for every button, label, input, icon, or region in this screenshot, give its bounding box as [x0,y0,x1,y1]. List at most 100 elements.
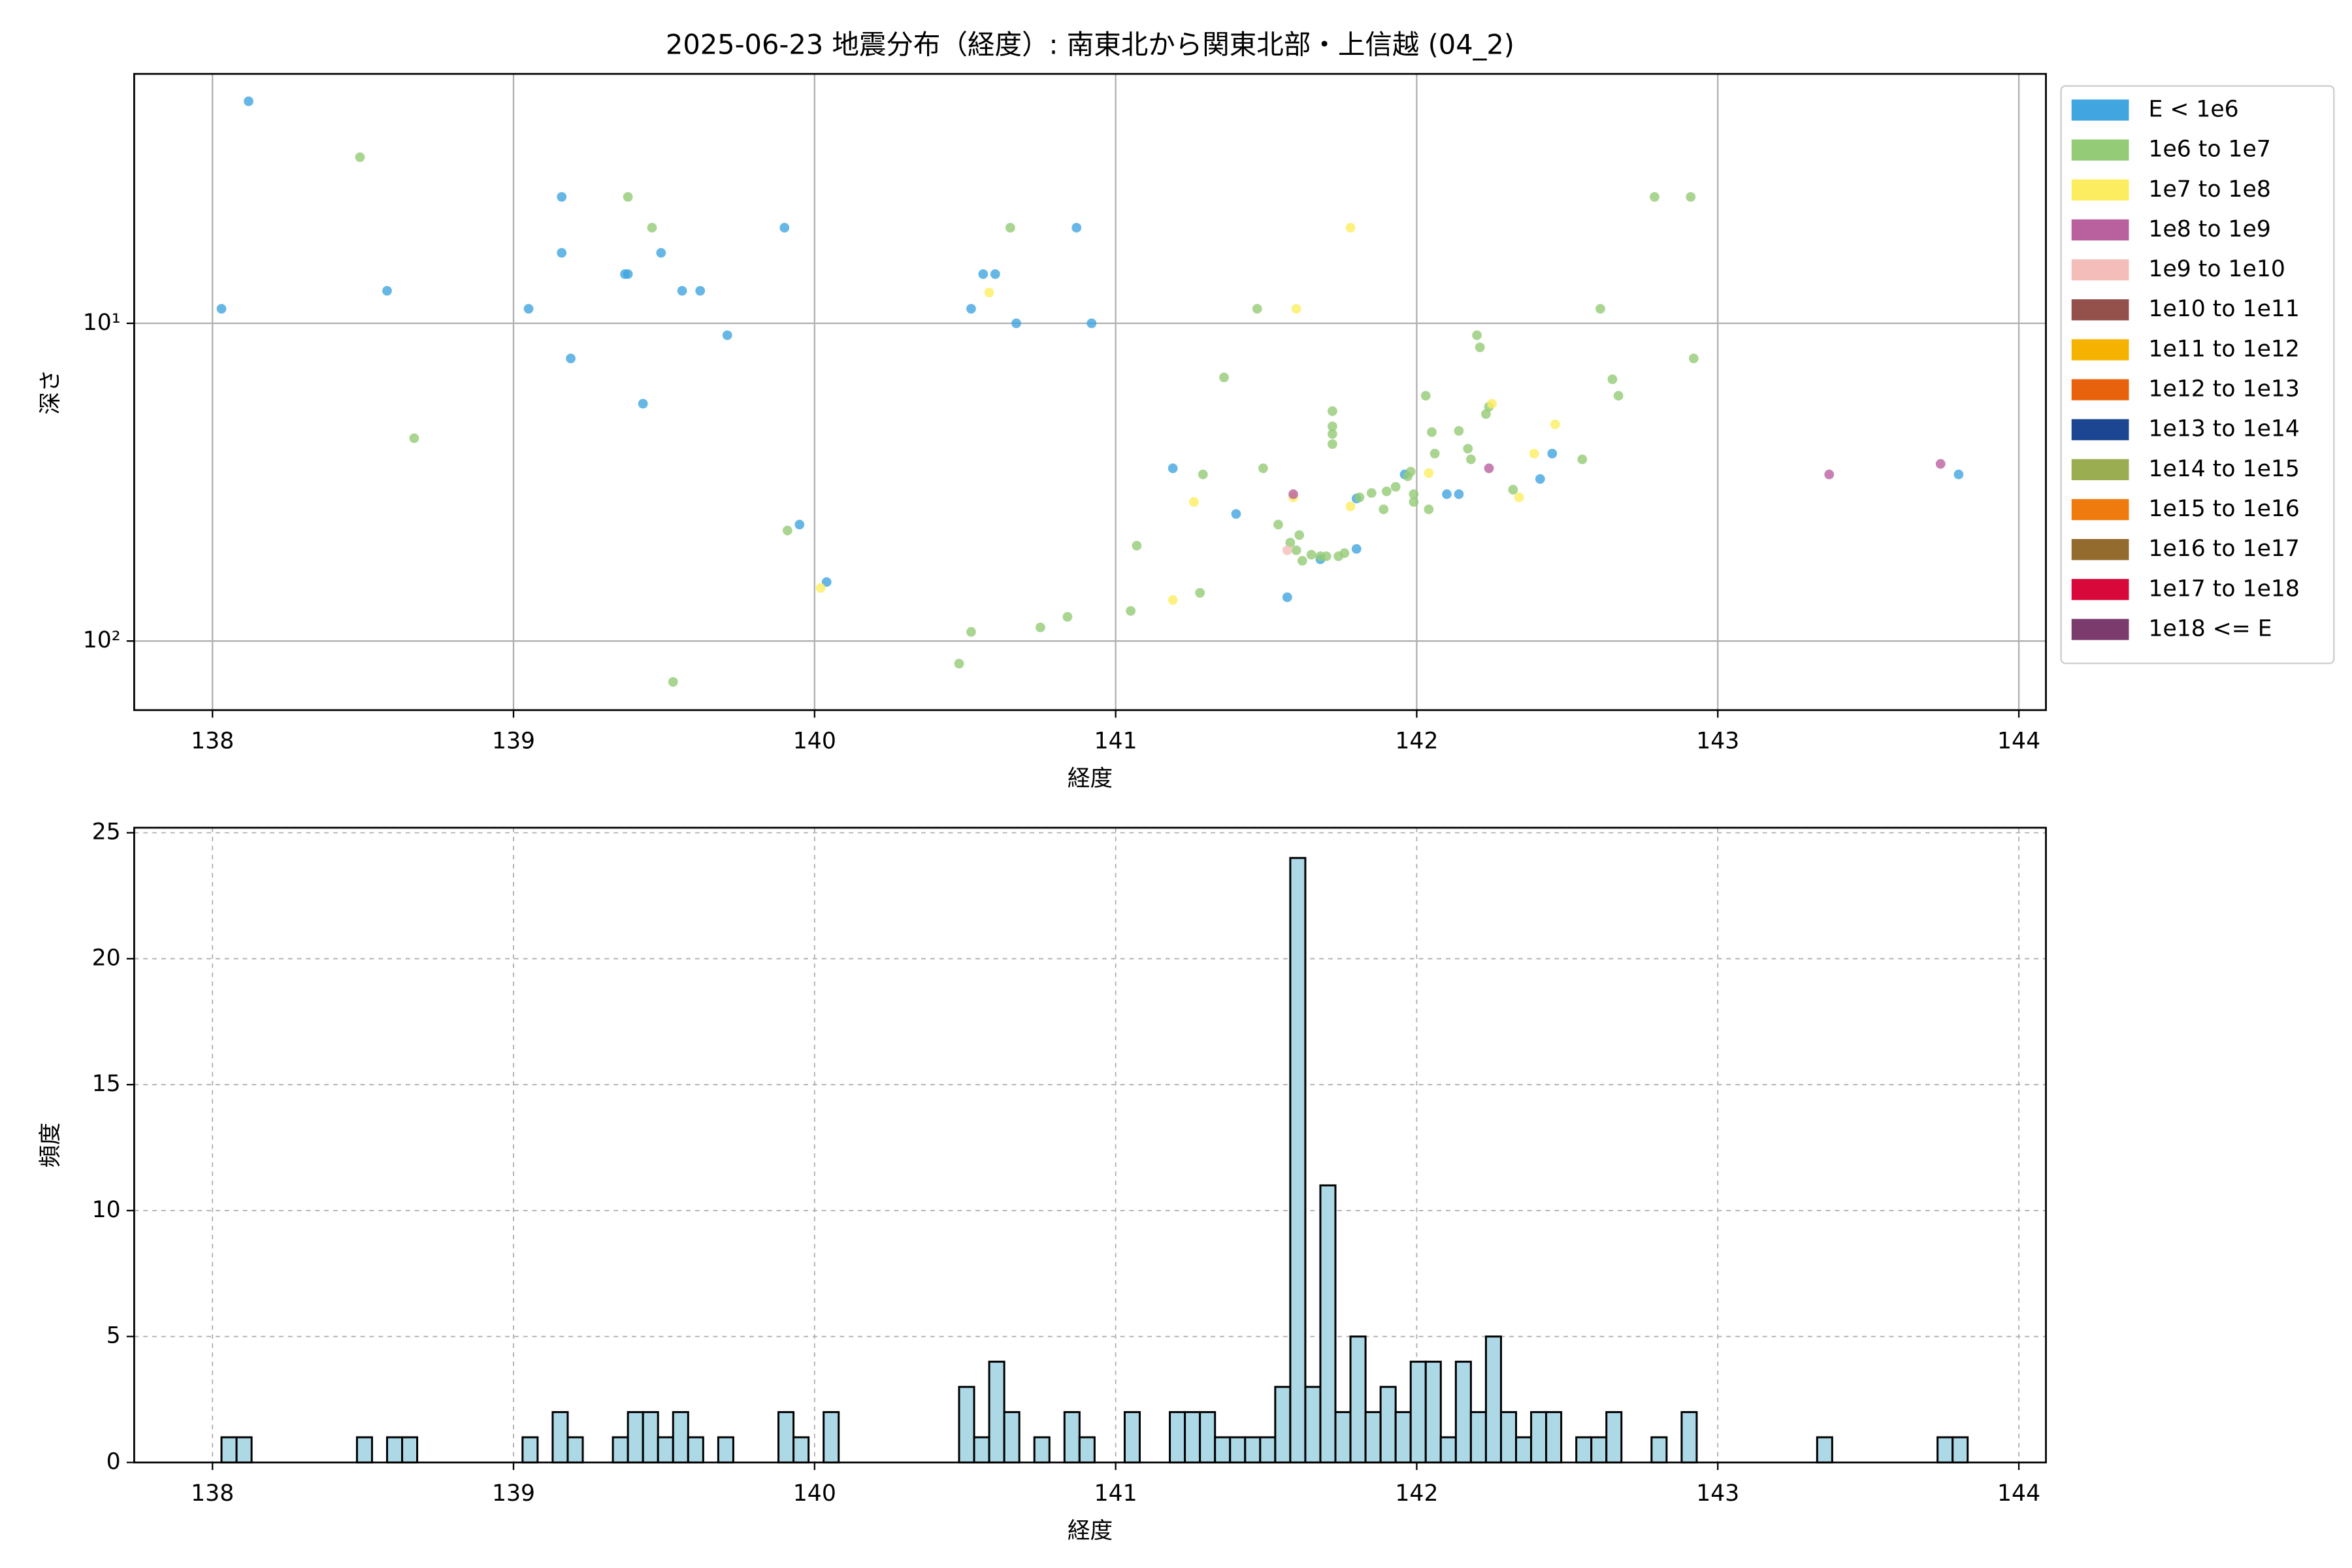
legend-label: E < 1e6 [2148,96,2238,122]
legend-label: 1e6 to 1e7 [2148,137,2270,163]
point [1195,587,1205,598]
bar [1816,1436,1833,1463]
point [695,286,706,296]
bar [1063,1411,1081,1463]
point [1345,223,1356,233]
x-tick-label: 140 [793,728,836,754]
bar [717,1436,734,1463]
point [1381,486,1392,497]
bar [355,1436,373,1463]
x-tick-label: 144 [1997,1480,2040,1507]
point [1409,489,1419,499]
point [1306,549,1316,560]
x-tick-label: 138 [191,1480,234,1507]
point [1379,504,1389,514]
x-tick-label: 141 [1094,1480,1137,1507]
y-tick-label: 10² [83,627,121,653]
bar [1484,1335,1502,1463]
bar [1319,1184,1337,1463]
point [1442,489,1452,499]
bar [1424,1360,1442,1463]
point [355,152,365,163]
point [1466,454,1476,465]
point [1005,223,1015,233]
plot-frame [133,826,2047,1463]
x-axis-label: 経度 [1068,766,1113,792]
legend-label: 1e7 to 1e8 [2148,176,2270,203]
x-tick-label: 143 [1696,1480,1739,1507]
legend-swatch [2071,99,2129,121]
bar [792,1436,810,1463]
point [1508,485,1518,495]
bar [823,1411,840,1463]
legend-swatch [2071,419,2129,440]
y-tick-label: 5 [106,1323,121,1349]
y-axis-label: 深さ [37,369,63,414]
point [656,248,666,258]
point [1650,191,1659,202]
y-tick-label: 15 [92,1071,121,1097]
point [978,269,988,279]
bar [1334,1411,1352,1463]
point [638,399,648,409]
bar [551,1411,569,1463]
bar [1469,1411,1487,1463]
y-axis-label: 頻度 [37,1122,63,1168]
bar [401,1436,419,1463]
legend-box [2060,85,2335,664]
point [966,627,976,637]
x-tick-label: 144 [1997,728,2040,754]
point [815,583,826,593]
bar [1244,1436,1262,1463]
point [1595,304,1605,314]
x-tick-label: 139 [492,728,535,754]
bar [1439,1436,1457,1463]
point [1328,439,1337,449]
point [557,248,567,258]
point [1454,426,1464,436]
y-tick-label: 25 [92,819,121,845]
point [1036,622,1045,632]
point [984,287,994,298]
bar [1229,1436,1247,1463]
point [1011,318,1021,329]
legend-label: 1e17 to 1e18 [2148,576,2299,602]
bar [1680,1411,1698,1463]
x-tick-label: 143 [1696,728,1739,754]
bar [1545,1411,1563,1463]
bar [521,1436,539,1463]
point [794,519,805,530]
point [409,433,419,444]
point [668,677,678,687]
point [1219,372,1229,383]
legend-swatch [2071,539,2129,561]
bar [627,1411,644,1463]
point [1062,612,1073,622]
bar [1936,1436,1954,1463]
y-tick-label: 10 [92,1197,121,1223]
bar [687,1436,704,1463]
point [1328,421,1337,431]
bar [1530,1411,1548,1463]
point [1231,509,1241,519]
point [1475,342,1485,353]
point [244,96,253,106]
legend-swatch [2071,459,2129,480]
bar [385,1436,404,1463]
point [1427,427,1437,437]
bar [1650,1436,1668,1463]
point [1354,492,1365,502]
bar [220,1436,238,1463]
legend-swatch [2071,179,2129,201]
point [990,269,1000,279]
legend-label: 1e10 to 1e11 [2148,296,2299,322]
point [1328,429,1337,439]
bar [988,1360,1005,1463]
point [1429,448,1440,459]
bar [1952,1436,1969,1463]
legend-label: 1e9 to 1e10 [2148,256,2285,282]
point [566,353,576,364]
point [1189,497,1199,507]
legend-swatch [2071,498,2129,521]
